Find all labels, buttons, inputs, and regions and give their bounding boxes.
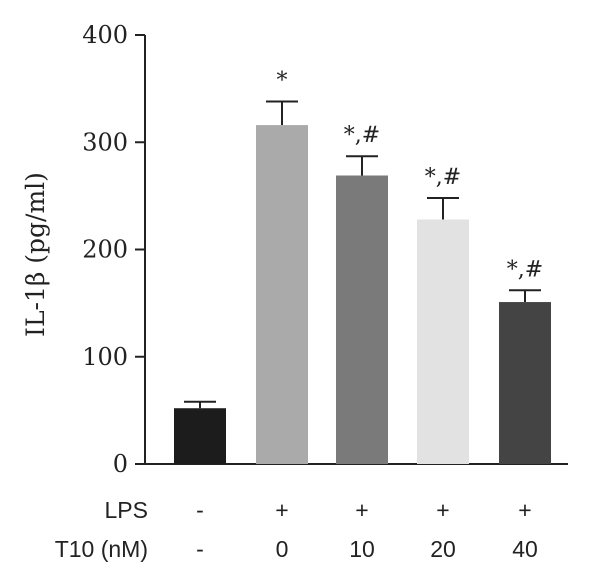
bar <box>174 408 226 464</box>
condition-value: 40 <box>512 536 538 562</box>
condition-row-label: T10 (nM) <box>55 536 148 562</box>
condition-value: 10 <box>349 536 375 562</box>
condition-value: + <box>355 497 368 523</box>
condition-row-label: LPS <box>105 497 148 523</box>
y-tick-label: 300 <box>82 128 128 156</box>
bar <box>499 302 551 464</box>
condition-value: 20 <box>430 536 456 562</box>
condition-value: + <box>518 497 531 523</box>
y-axis-label: IL-1β (pg/ml) <box>21 172 50 337</box>
y-tick-label: 200 <box>82 236 128 264</box>
condition-value: - <box>196 497 204 523</box>
condition-value: 0 <box>276 536 289 562</box>
y-tick-label: 400 <box>82 21 128 49</box>
bar <box>417 219 469 464</box>
bar <box>336 175 388 464</box>
significance-label: *,# <box>507 257 543 282</box>
significance-label: *,# <box>344 123 380 148</box>
y-tick-label: 0 <box>113 450 128 478</box>
condition-value: + <box>436 497 449 523</box>
significance-label: * <box>277 68 288 93</box>
condition-value: + <box>275 497 288 523</box>
significance-label: *,# <box>425 165 461 190</box>
condition-value: - <box>196 536 204 562</box>
y-tick-label: 100 <box>82 343 128 371</box>
bar <box>256 125 308 464</box>
